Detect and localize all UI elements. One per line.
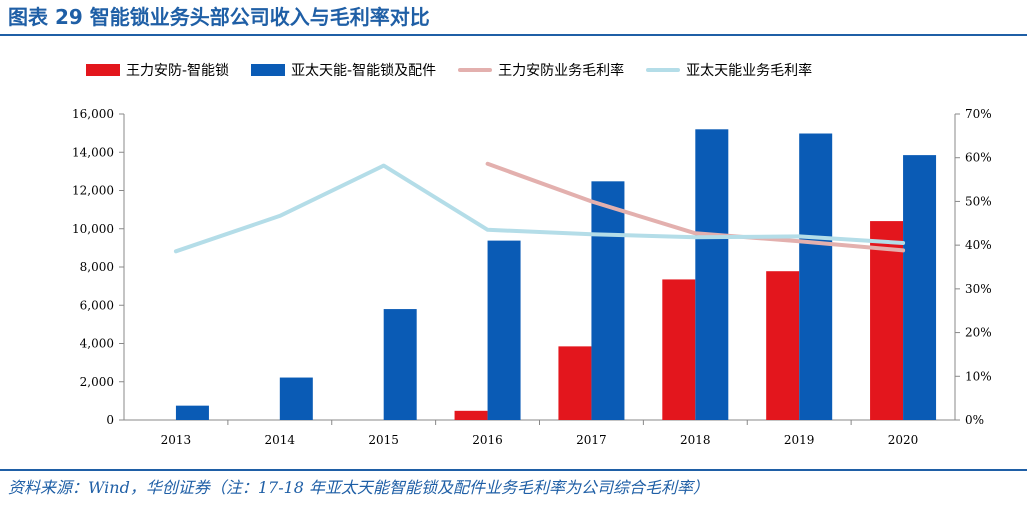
x-tick-label: 2018 (680, 433, 711, 447)
legend-label-wangli-line: 王力安防业务毛利率 (498, 63, 625, 79)
left-tick-label: 12,000 (72, 184, 114, 198)
right-tick-label: 0% (965, 413, 984, 427)
bar-wangli-smart-lock (558, 346, 592, 420)
legend-label-yatai-bar: 亚太天能-智能锁及配件 (291, 63, 437, 79)
legend-label-wangli-bar: 王力安防-智能锁 (126, 63, 230, 79)
left-tick-label: 16,000 (72, 107, 114, 121)
left-tick-label: 10,000 (72, 222, 114, 236)
legend-item-wangli-bar: 王力安防-智能锁 (86, 60, 229, 80)
title-divider (0, 34, 1027, 36)
legend-item-wangli-line: 王力安防业务毛利率 (458, 60, 624, 80)
bar-wangli-smart-lock (662, 279, 696, 420)
bar-wangli-smart-lock (454, 410, 488, 420)
legend-swatch-blue (251, 64, 286, 76)
line-wangli-gross-margin (485, 161, 906, 253)
x-tick-label: 2013 (161, 433, 192, 447)
x-tick-label: 2014 (265, 433, 296, 447)
legend-item-yatai-bar: 亚太天能-智能锁及配件 (251, 60, 436, 80)
bar-yatai-smart-lock (695, 129, 729, 421)
source-note: 资料来源：Wind，华创证券（注：17-18 年亚太天能智能锁及配件业务毛利率为… (8, 478, 710, 497)
bar-wangli-smart-lock (766, 271, 800, 420)
bar-yatai-smart-lock (279, 377, 313, 420)
bar-yatai-smart-lock (591, 181, 625, 420)
bar-yatai-smart-lock (383, 309, 417, 420)
legend-swatch-pink-line (458, 68, 493, 72)
bar-yatai-smart-lock (175, 405, 209, 420)
left-tick-label: 0 (106, 413, 114, 427)
figure-title: 图表 29 智能锁业务头部公司收入与毛利率对比 (8, 5, 430, 29)
x-tick-label: 2017 (576, 433, 607, 447)
legend-swatch-lightblue-line (646, 68, 681, 72)
source-divider (0, 469, 1027, 471)
right-tick-label: 60% (965, 151, 992, 165)
right-tick-label: 10% (965, 369, 992, 383)
line-yatai-gross-margin (173, 163, 906, 254)
legend-label-yatai-line: 亚太天能业务毛利率 (686, 63, 813, 79)
right-tick-label: 40% (965, 238, 992, 252)
right-tick-label: 30% (965, 282, 992, 296)
x-tick-label: 2020 (888, 433, 919, 447)
left-tick-label: 2,000 (80, 375, 114, 389)
left-tick-label: 8,000 (80, 260, 114, 274)
bar-yatai-smart-lock (903, 155, 937, 420)
bar-yatai-smart-lock (487, 240, 521, 420)
chart-legend: 王力安防-智能锁 亚太天能-智能锁及配件 王力安防业务毛利率 亚太天能业务毛利率 (86, 58, 834, 82)
right-tick-label: 50% (965, 194, 992, 208)
x-tick-label: 2016 (472, 433, 503, 447)
bar-yatai-smart-lock (799, 133, 833, 420)
left-tick-label: 4,000 (80, 337, 114, 351)
right-tick-label: 20% (965, 326, 992, 340)
left-tick-label: 6,000 (80, 298, 114, 312)
x-tick-label: 2019 (784, 433, 815, 447)
legend-item-yatai-line: 亚太天能业务毛利率 (646, 60, 812, 80)
left-tick-label: 14,000 (72, 145, 114, 159)
legend-swatch-red (86, 64, 120, 76)
x-tick-label: 2015 (368, 433, 399, 447)
right-tick-label: 70% (965, 107, 992, 121)
bar-wangli-smart-lock (870, 221, 904, 420)
